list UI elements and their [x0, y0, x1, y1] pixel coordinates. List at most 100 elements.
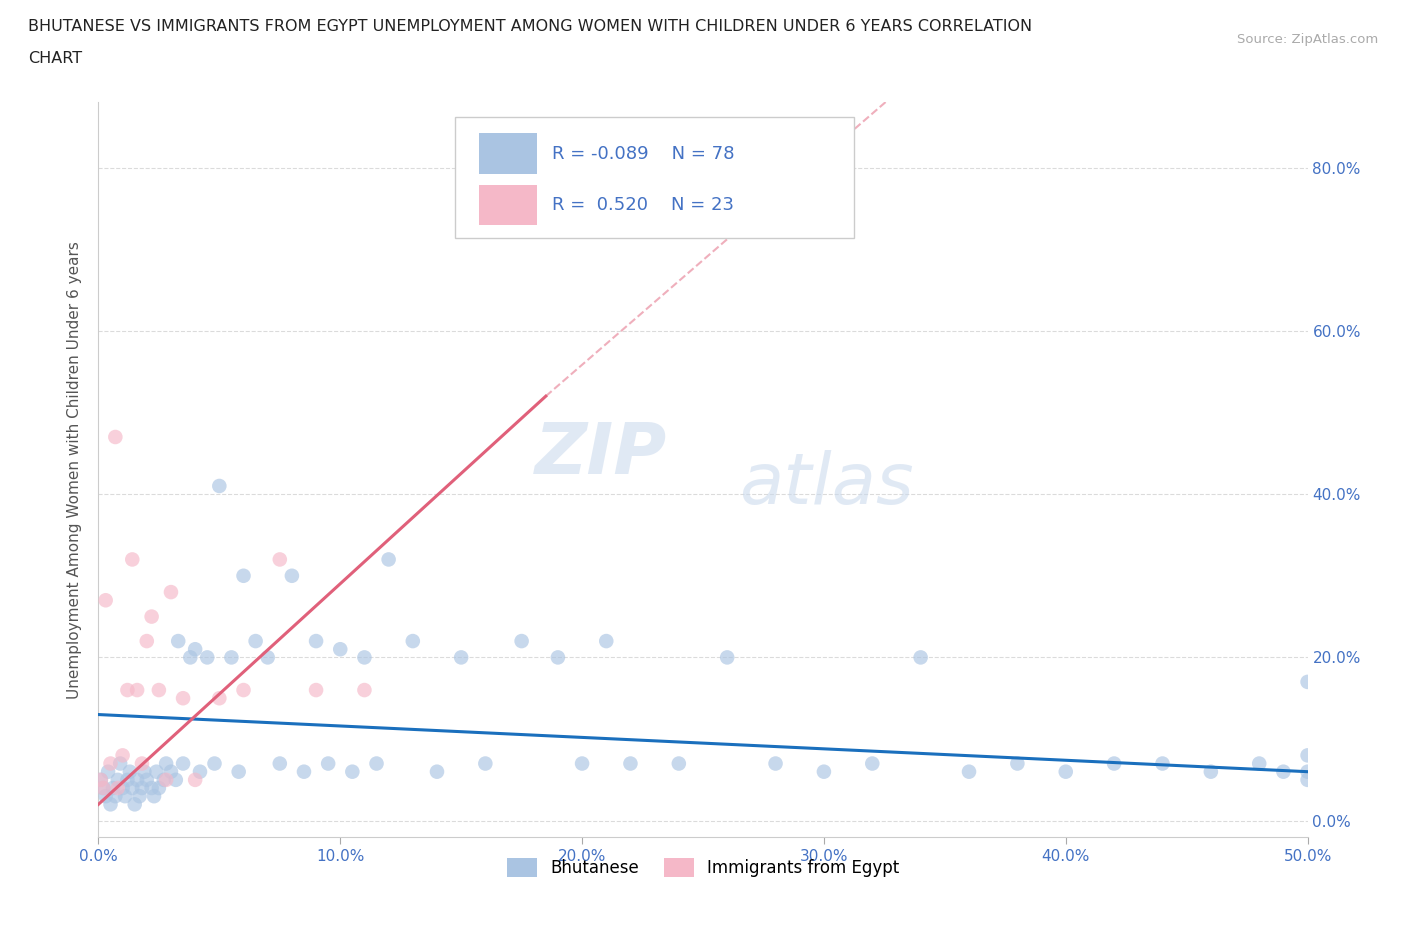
Point: [172, 691, 194, 706]
Point: [131, 756, 153, 771]
Point: [145, 764, 167, 779]
Point: [765, 756, 787, 771]
FancyBboxPatch shape: [456, 117, 855, 238]
Point: [160, 585, 183, 600]
Point: [353, 683, 375, 698]
Point: [1199, 764, 1222, 779]
Point: [135, 633, 157, 648]
Text: atlas: atlas: [740, 450, 914, 519]
Point: [1249, 756, 1271, 771]
Point: [204, 756, 226, 771]
Point: [426, 764, 449, 779]
Point: [1296, 773, 1319, 788]
Point: [208, 479, 231, 494]
Point: [1102, 756, 1125, 771]
Legend: Bhutanese, Immigrants from Egypt: Bhutanese, Immigrants from Egypt: [501, 851, 905, 884]
Point: [860, 756, 883, 771]
Point: [127, 773, 149, 788]
Point: [668, 756, 690, 771]
Point: [366, 756, 388, 771]
Point: [124, 797, 146, 812]
Point: [141, 780, 163, 795]
Point: [232, 683, 254, 698]
Point: [127, 683, 149, 698]
Point: [111, 748, 134, 763]
Point: [117, 683, 139, 698]
Point: [510, 633, 533, 648]
Point: [167, 633, 190, 648]
FancyBboxPatch shape: [479, 184, 537, 225]
Point: [957, 764, 980, 779]
Point: [221, 650, 243, 665]
Y-axis label: Unemployment Among Women with Children Under 6 years: Unemployment Among Women with Children U…: [67, 241, 83, 698]
Point: [402, 633, 425, 648]
Point: [329, 642, 352, 657]
Point: [111, 780, 134, 795]
Point: [305, 683, 328, 698]
Point: [1296, 764, 1319, 779]
Point: [1007, 756, 1029, 771]
Point: [450, 650, 472, 665]
Point: [292, 764, 315, 779]
Point: [353, 650, 375, 665]
Point: [141, 609, 163, 624]
Point: [155, 773, 177, 788]
Point: [1272, 764, 1295, 779]
Point: [155, 756, 177, 771]
Point: [342, 764, 364, 779]
Point: [148, 780, 170, 795]
Point: [595, 633, 617, 648]
Point: [571, 756, 593, 771]
Point: [148, 683, 170, 698]
Text: ZIP: ZIP: [534, 420, 666, 489]
Point: [1296, 674, 1319, 689]
Point: [716, 650, 738, 665]
Point: [90, 773, 112, 788]
Point: [94, 592, 117, 607]
Point: [101, 780, 124, 795]
Point: [107, 773, 129, 788]
Point: [97, 764, 120, 779]
Point: [910, 650, 932, 665]
Point: [188, 764, 211, 779]
Point: [114, 789, 136, 804]
Text: BHUTANESE VS IMMIGRANTS FROM EGYPT UNEMPLOYMENT AMONG WOMEN WITH CHILDREN UNDER : BHUTANESE VS IMMIGRANTS FROM EGYPT UNEMP…: [28, 19, 1032, 33]
Text: R = -0.089    N = 78: R = -0.089 N = 78: [551, 145, 734, 163]
Point: [1054, 764, 1077, 779]
Point: [813, 764, 835, 779]
Point: [305, 633, 328, 648]
Point: [94, 789, 117, 804]
FancyBboxPatch shape: [479, 133, 537, 174]
Point: [91, 780, 114, 795]
Point: [269, 756, 291, 771]
Point: [547, 650, 569, 665]
Point: [152, 773, 174, 788]
Point: [184, 642, 207, 657]
Point: [160, 764, 183, 779]
Text: R =  0.520    N = 23: R = 0.520 N = 23: [551, 196, 734, 214]
Point: [121, 552, 143, 567]
Text: CHART: CHART: [28, 51, 82, 66]
Point: [90, 773, 112, 788]
Point: [121, 780, 143, 795]
Point: [316, 756, 339, 771]
Point: [232, 568, 254, 583]
Point: [256, 650, 278, 665]
Point: [619, 756, 641, 771]
Point: [118, 764, 141, 779]
Point: [100, 756, 122, 771]
Point: [208, 691, 231, 706]
Point: [1152, 756, 1174, 771]
Point: [1296, 748, 1319, 763]
Point: [377, 552, 399, 567]
Point: [134, 764, 156, 779]
Point: [100, 797, 122, 812]
Point: [195, 650, 218, 665]
Point: [281, 568, 304, 583]
Point: [269, 552, 291, 567]
Point: [135, 773, 157, 788]
Point: [179, 650, 201, 665]
Point: [245, 633, 267, 648]
Point: [104, 789, 127, 804]
Point: [172, 756, 194, 771]
